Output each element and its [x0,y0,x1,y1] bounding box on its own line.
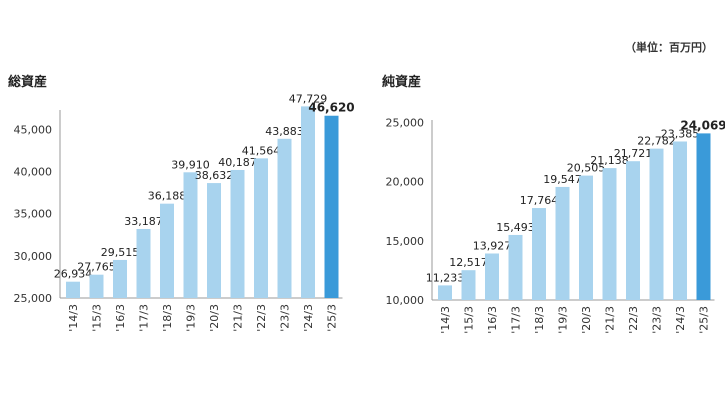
bar-153 [89,274,104,298]
y-tick-label: 25,000 [386,116,425,129]
bar-223 [626,161,640,300]
x-tick-label: '19/3 [557,306,570,334]
x-tick-label: '18/3 [161,304,174,332]
bar-163 [485,253,499,300]
y-tick-label: 20,000 [386,176,425,189]
bar-193 [183,172,198,298]
data-label: 15,493 [496,221,535,234]
bar-253 [324,115,339,299]
bar-233 [649,148,664,300]
data-label: 27,765 [77,261,116,274]
x-tick-label: '17/3 [510,306,523,334]
data-label: 23,385 [661,127,700,140]
bar-153 [461,270,476,300]
data-label: 19,547 [543,173,582,186]
data-label: 47,729 [289,92,328,105]
bar-143 [438,285,452,300]
bar-203 [207,183,221,298]
bar-193 [555,186,570,300]
x-tick-label: '17/3 [138,304,151,332]
x-tick-label: '14/3 [67,304,80,332]
data-label: 22,782 [637,135,676,148]
data-label: 39,910 [171,158,210,171]
data-label: 24,069 [680,118,725,132]
data-label: 29,515 [101,246,140,259]
bar-243 [673,141,687,300]
y-tick-label: 30,000 [14,250,53,263]
x-tick-label: '20/3 [580,306,593,334]
x-tick-label: '22/3 [255,304,268,332]
x-tick-label: '18/3 [533,306,546,334]
x-tick-label: '20/3 [208,304,221,332]
x-tick-label: '25/3 [698,306,711,334]
data-label: 36,188 [148,190,187,203]
bar-173 [508,234,523,300]
x-tick-label: '21/3 [604,306,617,334]
data-label: 11,233 [426,271,465,284]
bar-233 [277,138,292,298]
bar-183 [532,208,546,300]
chart-total-assets: 総資産 25,000 30,000 35,000 40,000 45,000 26,934 '… [8,74,355,332]
data-label: 17,764 [520,194,559,207]
y-tick-label: 25,000 [14,292,53,305]
bar-213 [230,169,245,298]
x-tick-label: '23/3 [279,304,292,332]
bar-213 [602,168,617,300]
data-label: 46,620 [308,101,354,115]
bar-253 [696,133,711,300]
data-label: 21,138 [590,154,629,167]
y-tick-label: 10,000 [386,294,425,307]
x-tick-label: '16/3 [486,306,499,334]
bar-243 [301,106,315,298]
bar-223 [254,158,268,298]
data-label: 12,517 [449,256,488,269]
x-tick-label: '24/3 [674,306,687,334]
data-label: 33,187 [124,215,163,228]
data-label: 20,505 [567,162,606,175]
unit-note: （単位：百万円） [625,41,713,54]
y-tick-label: 40,000 [14,166,53,179]
x-tick-label: '14/3 [439,306,452,334]
x-tick-label: '22/3 [627,306,640,334]
y-tick-label: 15,000 [386,235,425,248]
data-label: 38,632 [195,169,234,182]
bar-173 [136,228,151,298]
data-label: 13,927 [473,239,512,252]
data-label: 41,564 [242,144,281,157]
x-tick-label: '21/3 [232,304,245,332]
x-tick-label: '19/3 [185,304,198,332]
x-tick-label: '15/3 [463,306,476,334]
data-label: 26,934 [54,268,93,281]
y-tick-label: 45,000 [14,123,53,136]
x-tick-label: '25/3 [326,304,339,332]
x-tick-label: '24/3 [302,304,315,332]
chart-title: 純資産 [382,74,421,90]
data-label: 21,721 [614,147,653,160]
bar-143 [66,281,80,298]
x-tick-label: '23/3 [651,306,664,334]
chart-net-assets: 純資産 10,000 15,000 20,000 25,000 11,233 '14/3 12… [382,74,725,334]
x-tick-label: '16/3 [114,304,127,332]
data-label: 40,187 [218,156,257,169]
bar-203 [579,175,593,300]
chart-title: 総資産 [8,74,47,90]
y-tick-label: 35,000 [14,208,53,221]
bar-183 [160,203,174,298]
x-tick-label: '15/3 [91,304,104,332]
data-label: 43,883 [265,125,304,138]
bar-163 [113,259,127,298]
